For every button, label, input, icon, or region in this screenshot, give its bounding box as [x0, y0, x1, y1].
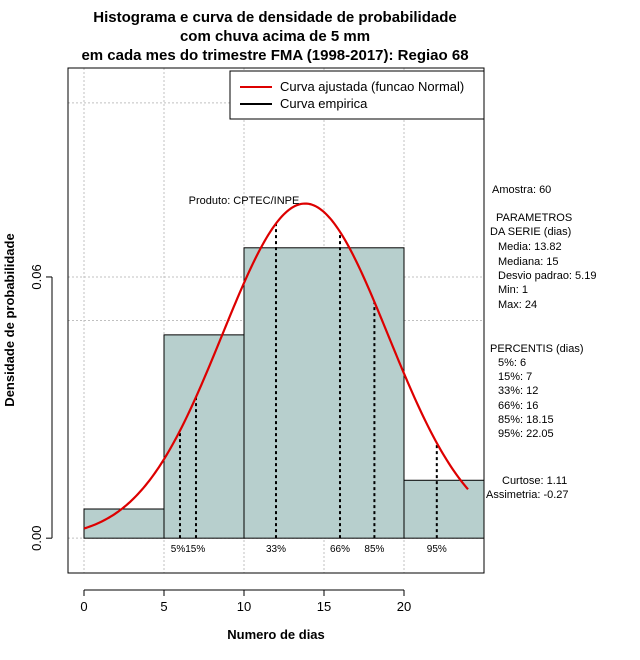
stat-curtose: Curtose: 1.11: [502, 475, 567, 487]
stat-p5: 5%: 6: [498, 357, 526, 369]
normal-fit-curve: [83, 202, 469, 530]
stat-percentis-header: PERCENTIS (dias): [490, 343, 584, 355]
plot-frame: [67, 67, 485, 574]
percentile-label-4: 85%: [364, 544, 384, 555]
chart-title-line-3: em cada mes do trimestre FMA (1998-2017)…: [81, 47, 468, 64]
stat-amostra: Amostra: 60: [492, 184, 551, 196]
stat-assimetria: Assimetria: -0.27: [486, 489, 569, 501]
legend: Curva ajustada (funcao Normal) Curva emp…: [229, 70, 485, 120]
stat-params-header-2: DA SERIE (dias): [490, 226, 571, 238]
stat-p95: 95%: 22.05: [498, 428, 554, 440]
percentile-lines: 5%15% 33% 66% 85% 95%: [171, 223, 447, 555]
stat-p15: 15%: 7: [498, 371, 532, 383]
stat-p33: 33%: 12: [498, 385, 538, 397]
normal-curve-layer: [83, 202, 469, 530]
histogram-bar-3: [403, 479, 485, 539]
x-tick-label-4: 20: [397, 599, 411, 614]
histogram-bars: [83, 247, 485, 539]
percentile-label-2: 33%: [266, 544, 286, 555]
x-tick-label-3: 15: [317, 599, 331, 614]
stat-p66: 66%: 16: [498, 400, 538, 412]
legend-box: [229, 70, 485, 120]
legend-label-fit: Curva ajustada (funcao Normal): [280, 79, 464, 94]
stat-mediana: Mediana: 15: [498, 256, 559, 268]
x-tick-label-2: 10: [237, 599, 251, 614]
percentile-label-3: 66%: [330, 544, 350, 555]
axes: 0 5 10 15 20 0.00 0.06: [29, 264, 411, 614]
stat-max: Max: 24: [498, 299, 537, 311]
percentile-label-5: 95%: [427, 544, 447, 555]
y-tick-label-0: 0.00: [29, 526, 44, 551]
legend-label-empirical: Curva empirica: [280, 96, 368, 111]
stat-min: Min: 1: [498, 284, 528, 296]
histogram-bar-2: [243, 247, 405, 539]
y-axis-title: Densidade de probabilidade: [2, 233, 17, 406]
x-tick-label-1: 5: [160, 599, 167, 614]
stat-params-header-1: PARAMETROS: [496, 212, 572, 224]
chart-title-line-1: Histograma e curva de densidade de proba…: [93, 9, 456, 26]
stats-panel: Amostra: 60 PARAMETROS DA SERIE (dias) M…: [486, 184, 596, 501]
stat-p85: 85%: 18.15: [498, 414, 554, 426]
x-axis-title: Numero de dias: [227, 627, 325, 642]
product-annotation: Produto: CPTEC/INPE: [189, 195, 300, 207]
stat-desvio: Desvio padrao: 5.19: [498, 270, 596, 282]
stat-media: Media: 13.82: [498, 241, 562, 253]
chart-title-line-2: com chuva acima de 5 mm: [180, 28, 370, 45]
y-tick-label-1: 0.06: [29, 264, 44, 289]
percentile-label-5-15: 5%15%: [171, 544, 206, 555]
x-tick-label-0: 0: [80, 599, 87, 614]
